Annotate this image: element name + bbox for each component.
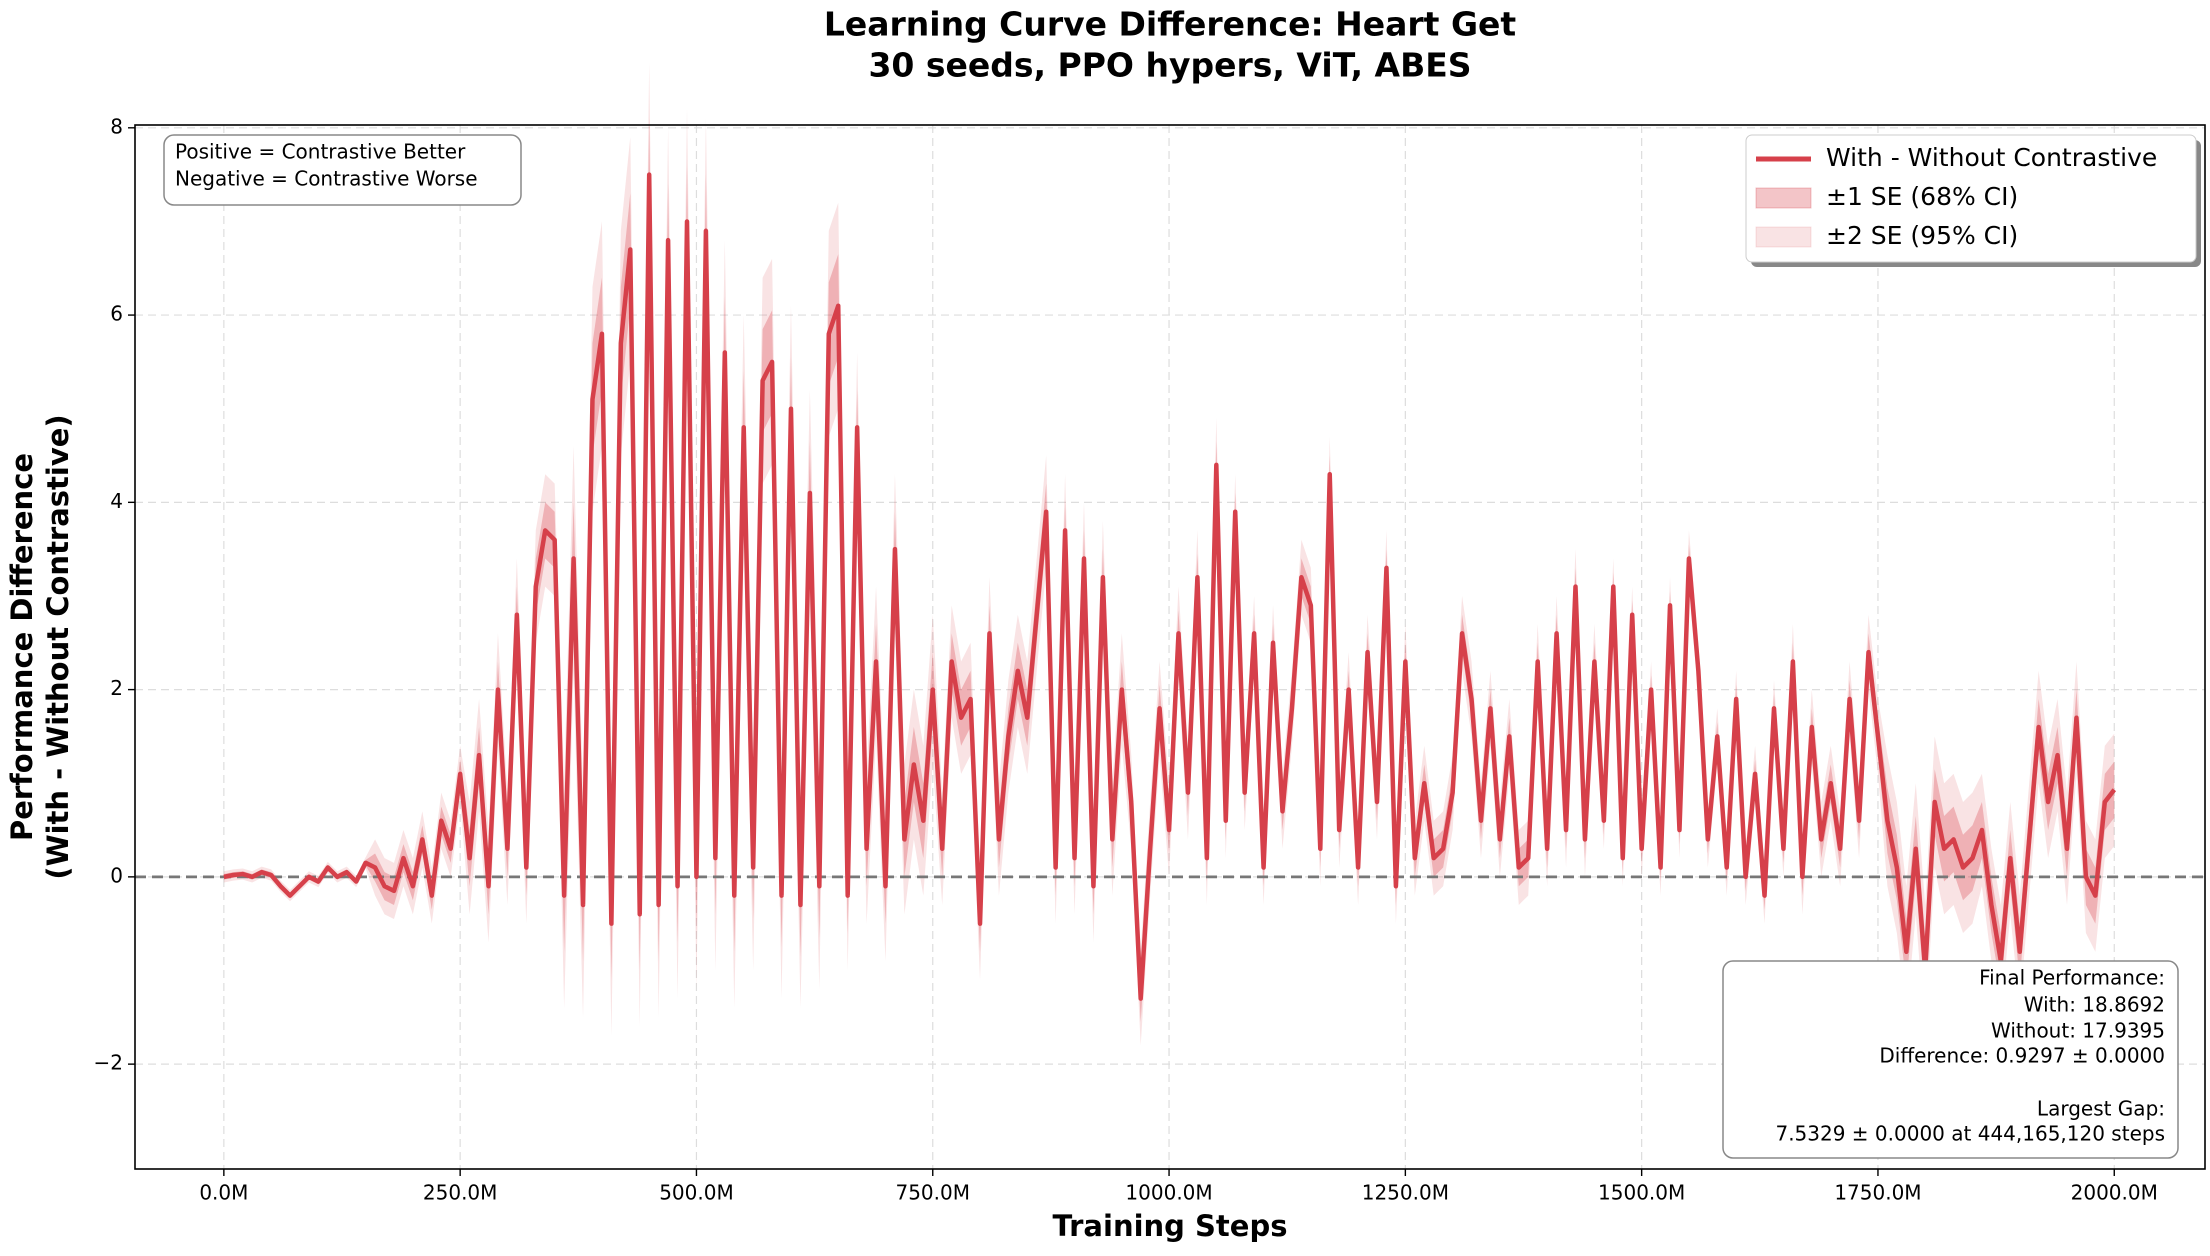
annotation-text: Largest Gap: bbox=[2037, 1097, 2165, 1121]
legend-label: With - Without Contrastive bbox=[1826, 143, 2157, 172]
x-tick-label: 1500.0M bbox=[1598, 1181, 1685, 1205]
plot-frame bbox=[134, 124, 2206, 1170]
error-band bbox=[223, 118, 2115, 1022]
x-tick-label: 0.0M bbox=[199, 1181, 248, 1205]
y-tick-label: 4 bbox=[110, 489, 123, 513]
x-axis-label: Training Steps bbox=[1053, 1209, 1288, 1243]
y-axis-label: (With - Without Contrastive) bbox=[41, 414, 75, 879]
annotation-box bbox=[163, 134, 522, 206]
legend-label: ±1 SE (68% CI) bbox=[1826, 182, 2018, 211]
y-tick-label: −2 bbox=[94, 1051, 123, 1075]
x-tick-label: 750.0M bbox=[895, 1181, 970, 1205]
annotation-text: Positive = Contrastive Better bbox=[175, 140, 466, 164]
annotation-text: Without: 17.9395 bbox=[1991, 1019, 2165, 1043]
annotation-text: Final Performance: bbox=[1979, 966, 2165, 990]
annotation-text: Difference: 0.9297 ± 0.0000 bbox=[1879, 1044, 2165, 1068]
annotation-text: With: 18.8692 bbox=[2024, 993, 2165, 1017]
y-tick-label: 8 bbox=[110, 114, 123, 138]
legend-label: ±2 SE (95% CI) bbox=[1826, 221, 2018, 250]
data-line bbox=[223, 172, 2117, 1001]
x-tick-label: 1250.0M bbox=[1362, 1181, 1449, 1205]
x-tick-label: 1750.0M bbox=[1834, 1181, 1921, 1205]
chart-title: Learning Curve Difference: Heart Get bbox=[824, 5, 1517, 44]
annotation-text: Negative = Contrastive Worse bbox=[175, 167, 478, 191]
annotation-text: 7.5329 ± 0.0000 at 444,165,120 steps bbox=[1775, 1122, 2165, 1146]
x-tick-label: 2000.0M bbox=[2071, 1181, 2158, 1205]
chart-subtitle: 30 seeds, PPO hypers, ViT, ABES bbox=[868, 46, 1471, 85]
legend-swatch bbox=[1755, 187, 1812, 209]
x-tick-label: 250.0M bbox=[423, 1181, 498, 1205]
annotation-box bbox=[1722, 960, 2179, 1159]
x-tick-label: 500.0M bbox=[659, 1181, 734, 1205]
legend-box bbox=[1745, 134, 2197, 263]
y-axis-label: Performance Difference bbox=[5, 453, 39, 841]
legend-swatch bbox=[1755, 226, 1812, 248]
y-tick-label: 0 bbox=[110, 863, 123, 887]
x-tick-label: 1000.0M bbox=[1125, 1181, 1212, 1205]
y-tick-label: 6 bbox=[110, 302, 123, 326]
y-tick-label: 2 bbox=[110, 676, 123, 700]
